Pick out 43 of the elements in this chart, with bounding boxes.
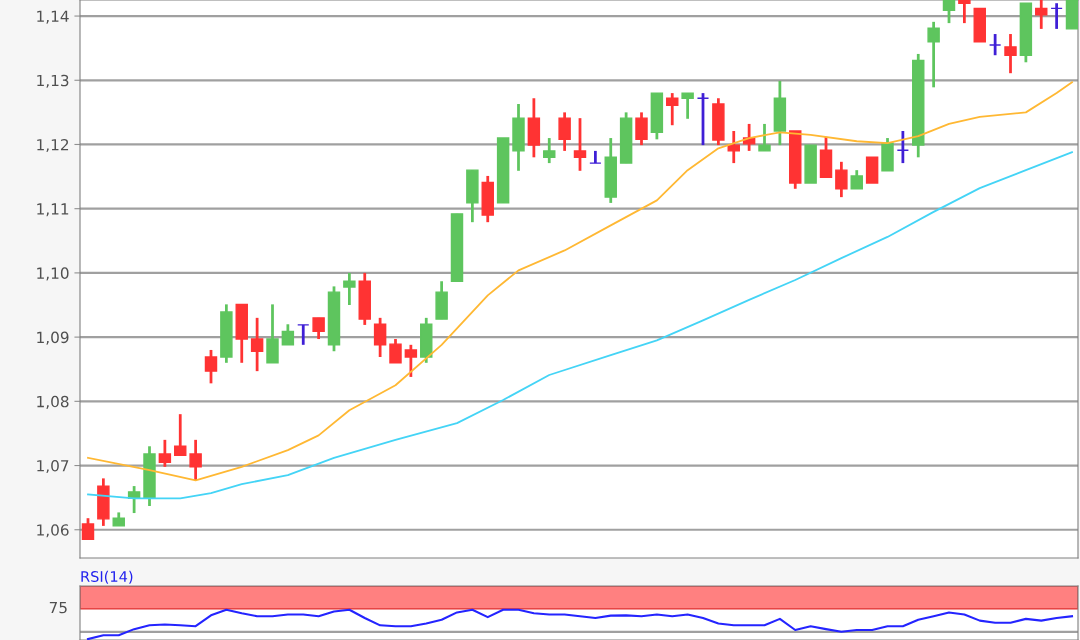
candlestick: [558, 110, 571, 153]
candlestick: [681, 91, 694, 121]
candlestick: [850, 168, 863, 191]
y-tick-label: 1,14: [37, 10, 69, 24]
candlestick: [266, 302, 279, 365]
candlestick: [727, 129, 740, 165]
candlestick: [543, 136, 556, 165]
candlestick: [573, 116, 587, 173]
y-tick-label: 1,06: [37, 524, 69, 538]
candlestick: [589, 149, 602, 165]
candlestick: [896, 129, 910, 165]
candlestick: [1004, 32, 1017, 75]
candlestick: [373, 316, 387, 359]
y-tick-label: 1,10: [37, 267, 69, 281]
y-tick-label: 1,09: [37, 331, 69, 345]
candlestick: [158, 438, 172, 469]
candlestick: [666, 91, 679, 127]
candlestick: [250, 316, 264, 373]
y-tick-label: 1,13: [37, 74, 69, 88]
candlestick: [174, 412, 187, 457]
candlestick: [635, 110, 648, 147]
y-tick-label: 1,07: [37, 460, 69, 474]
line-series: [87, 81, 1073, 482]
candlestick: [1050, 1, 1063, 31]
y-tick-label: 1,08: [37, 395, 69, 409]
candlestick: [696, 91, 710, 147]
candlestick: [343, 271, 356, 307]
band-label: 75: [49, 601, 67, 614]
candlestick: [189, 438, 202, 482]
chart-title: RSI(14): [81, 570, 133, 584]
candlestick: [835, 160, 848, 199]
candlestick: [988, 32, 1002, 57]
candlestick: [927, 20, 940, 89]
line-series: [87, 151, 1073, 500]
y-tick-label: 1,11: [37, 203, 69, 217]
candlestick: [281, 322, 295, 347]
candlestick: [204, 348, 218, 385]
candlestick: [389, 337, 402, 365]
candlestick: [758, 122, 771, 153]
candlestick: [312, 316, 325, 341]
y-tick-label: 1,12: [37, 138, 69, 153]
candlestick: [297, 323, 310, 347]
candlestick: [404, 343, 418, 379]
